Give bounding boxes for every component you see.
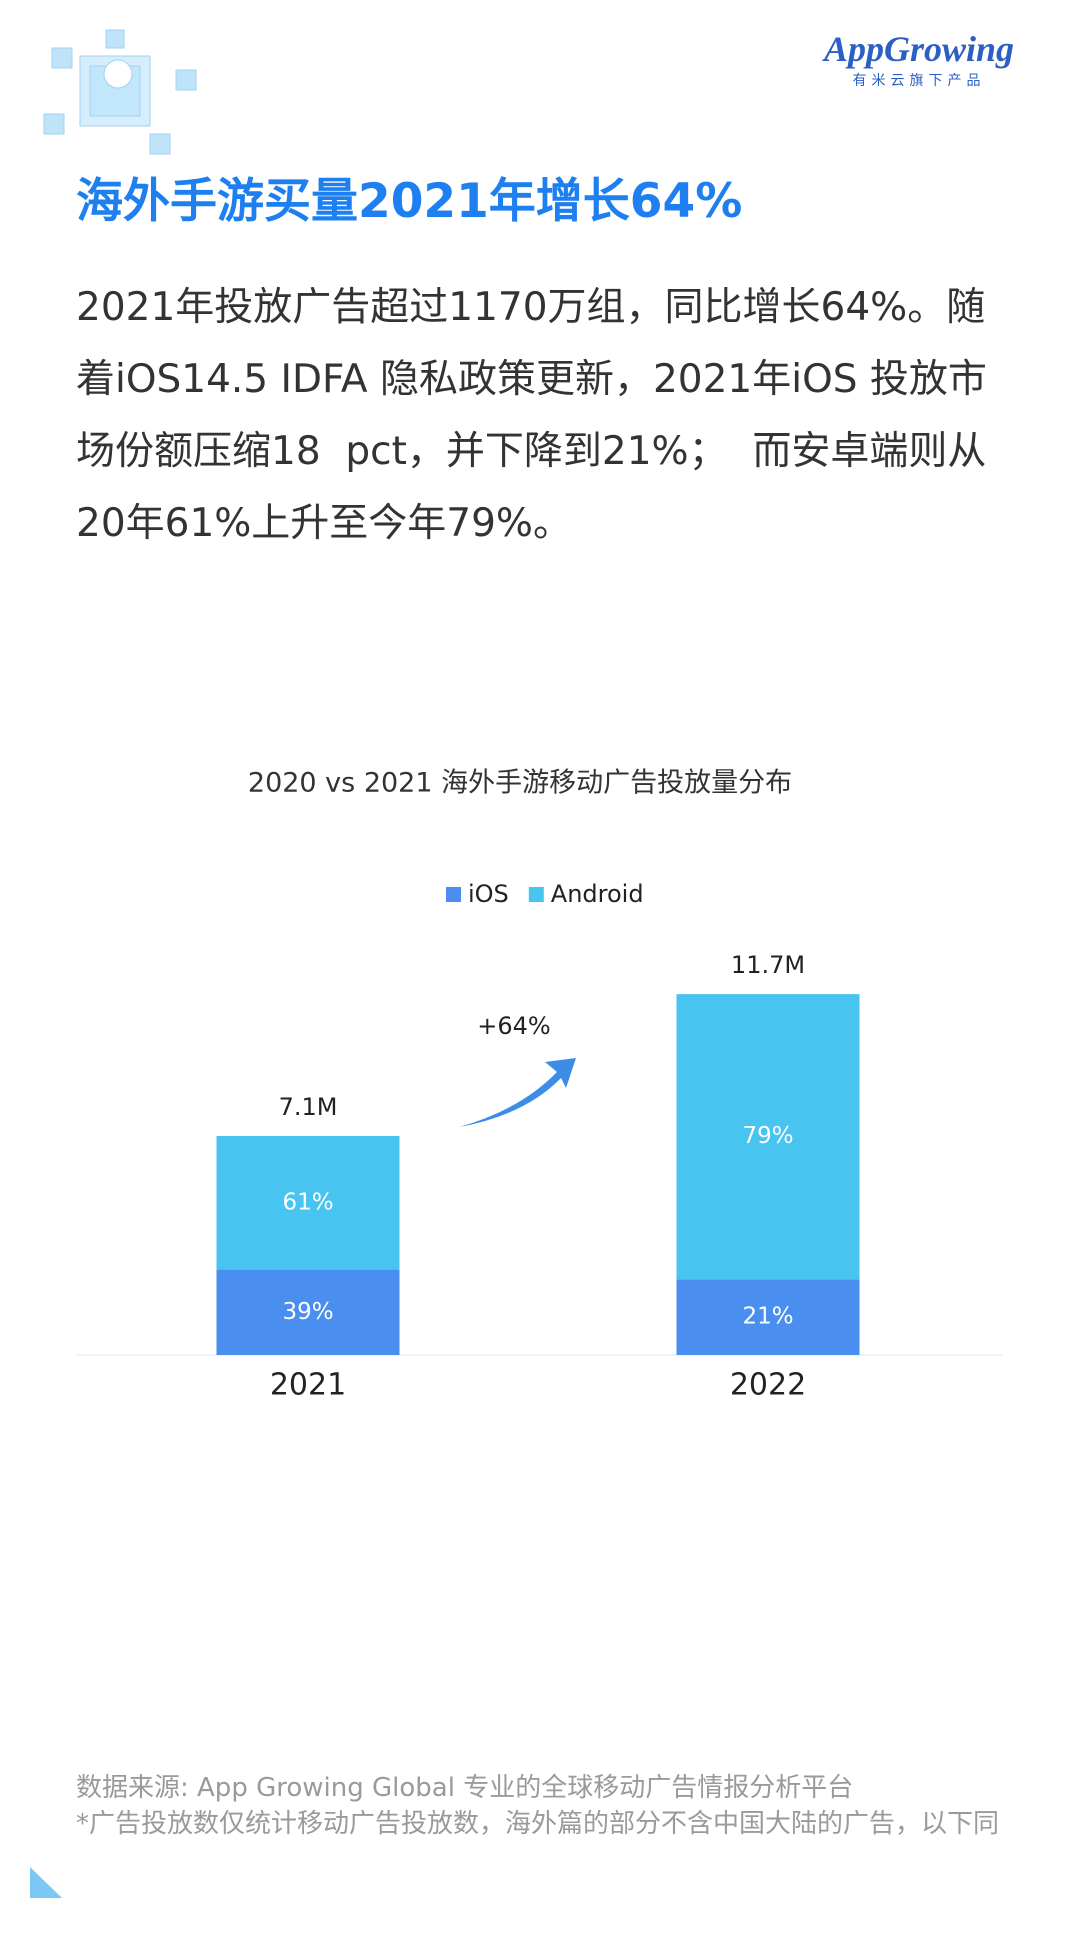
title: 海外手游买量2021年增长64% bbox=[76, 174, 743, 229]
total-label: 11.7M bbox=[731, 951, 805, 979]
footer-source: 数据来源: App Growing Global 专业的全球移动广告情报分析平台 bbox=[76, 1773, 854, 1803]
logo-text: AppGrowing bbox=[823, 29, 1014, 69]
data-label: 61% bbox=[282, 1189, 333, 1215]
data-label: 79% bbox=[742, 1123, 793, 1149]
footer: 数据来源: App Growing Global 专业的全球移动广告情报分析平台… bbox=[76, 1770, 1006, 1842]
legend-swatch bbox=[528, 887, 544, 902]
footer-note: *广告投放数仅统计移动广告投放数，海外篇的部分不含中国大陆的广告，以下同 bbox=[76, 1809, 1000, 1839]
annotation: +64% bbox=[477, 1012, 550, 1040]
cube-decoration bbox=[43, 29, 197, 155]
paragraph: 2021年投放广告超过1170万组，同比增长64%。随着iOS14.5 IDFA… bbox=[76, 285, 987, 546]
x-tick-label: 2022 bbox=[730, 1368, 806, 1403]
data-label: 39% bbox=[282, 1299, 333, 1325]
x-tick-label: 2021 bbox=[270, 1368, 346, 1403]
bar-segment bbox=[216, 1136, 400, 1270]
logo-subtitle: 有米云旗下产品 bbox=[852, 73, 986, 89]
legend-label: Android bbox=[551, 880, 644, 908]
corner-triangle bbox=[30, 1867, 62, 1898]
total-label: 7.1M bbox=[279, 1093, 338, 1121]
bar-segment bbox=[676, 1279, 860, 1355]
growth-arrow bbox=[459, 1058, 576, 1127]
legend-label: iOS bbox=[468, 880, 509, 908]
legend-swatch bbox=[446, 887, 461, 902]
chart-title: 2020 vs 2021 海外手游移动广告投放量分布 bbox=[248, 768, 792, 799]
data-label: 21% bbox=[742, 1304, 793, 1330]
logo: AppGrowing 有米云旗下产品 bbox=[824, 28, 1014, 90]
bar-segment bbox=[676, 994, 860, 1280]
bar-segment bbox=[216, 1269, 400, 1355]
